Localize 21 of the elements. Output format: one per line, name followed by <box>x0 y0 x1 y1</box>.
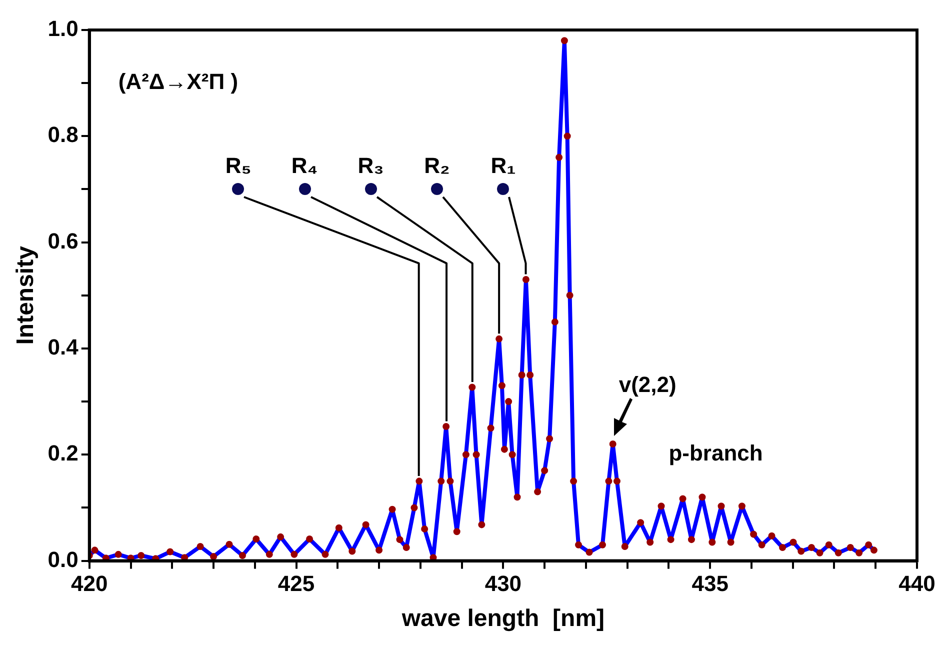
annotation: R₂ <box>424 153 450 178</box>
x-tick-label: 430 <box>484 571 522 596</box>
annotation: v(2,2) <box>618 372 676 398</box>
y-axis-title: Intensity <box>12 245 40 345</box>
y-tick-label: 0.8 <box>48 122 78 148</box>
x-tick-label: 435 <box>692 571 728 596</box>
annotation: R₄ <box>291 153 318 178</box>
x-tick-label: 440 <box>898 571 936 596</box>
annotation: (A²Δ→X²Π ) <box>118 69 238 94</box>
y-tick-label: 1.0 <box>48 16 78 42</box>
annotation: R₁ <box>490 153 516 178</box>
annotation: R₅ <box>225 153 252 178</box>
y-tick-label: 0.6 <box>48 228 78 254</box>
y-tick-label: 0.2 <box>48 440 78 466</box>
x-tick-label: 425 <box>278 571 315 596</box>
y-tick-label: 0.4 <box>48 334 80 360</box>
annotation: p-branch <box>668 440 763 466</box>
x-axis-title: wave length [nm] <box>400 605 605 632</box>
x-tick-label: 420 <box>71 571 108 596</box>
annotation: R₃ <box>358 153 384 178</box>
y-tick-label: 0.0 <box>48 546 78 572</box>
